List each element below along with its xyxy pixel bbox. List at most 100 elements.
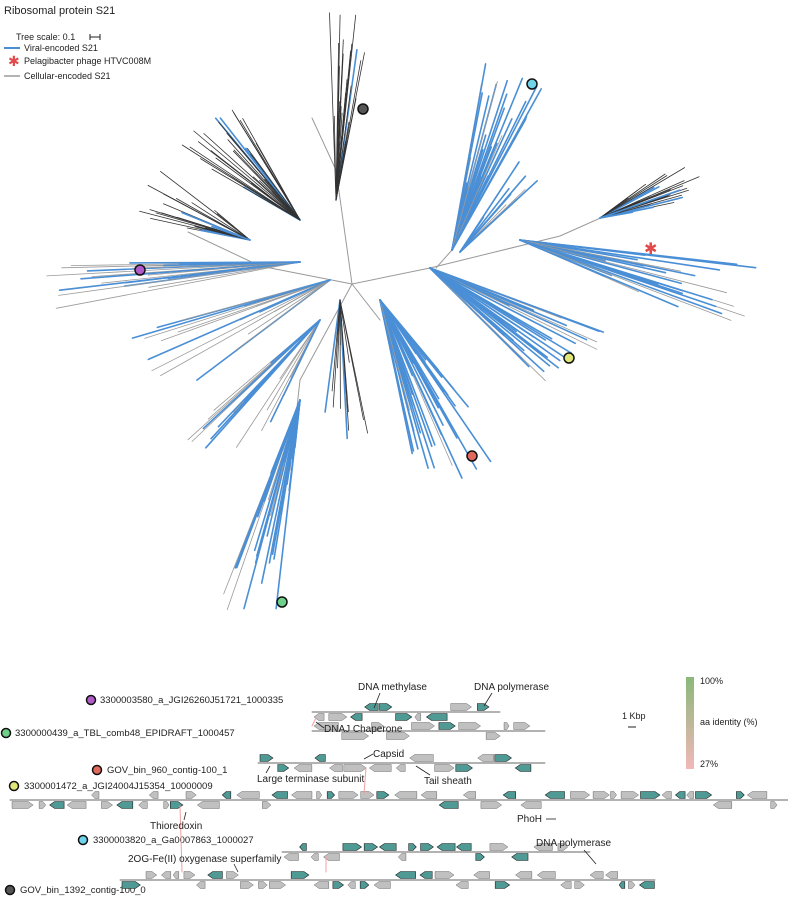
cellular-branch xyxy=(599,180,685,219)
viral-branch xyxy=(276,399,301,463)
viral-branch xyxy=(459,175,527,253)
identity-legend: 100% aa identity (%) 27% xyxy=(686,676,758,769)
viral-branch xyxy=(519,239,721,271)
viral-branch xyxy=(429,267,505,337)
homolog-gene-arrow xyxy=(363,843,379,851)
homolog-gene-arrow xyxy=(395,713,413,721)
cellular-branch xyxy=(247,279,331,335)
homolog-gene-arrow xyxy=(438,801,459,809)
tree-trunk-9 xyxy=(351,283,381,321)
homolog-gene-arrow xyxy=(314,754,326,762)
cellular-branch xyxy=(333,115,337,201)
homolog-gene-arrow xyxy=(455,764,473,772)
homolog-gene-arrow xyxy=(638,881,655,889)
cellular-branch xyxy=(148,261,301,288)
contig-labels: 3300003580_a_JGI26260J51721_1000335 3300… xyxy=(0,694,283,896)
gene-arrow xyxy=(138,801,148,809)
gene-label-dna-methylase: DNA methylase xyxy=(358,682,427,693)
figure-title: Ribosomal protein S21 xyxy=(4,5,115,17)
identity-gradient-bar xyxy=(686,677,694,769)
gene-arrow xyxy=(316,791,322,799)
gene-arrow xyxy=(574,881,585,889)
viral-branch xyxy=(519,239,667,274)
homolog-gene-arrow xyxy=(436,843,456,851)
contig-label-2: 3300000439_a_TBL_comb48_EPIDRAFT_1000457 xyxy=(0,727,235,739)
homolog-gene-arrow xyxy=(475,853,485,861)
contig-marker-red xyxy=(91,764,103,776)
viral-branch xyxy=(519,239,606,277)
cellular-branch xyxy=(147,184,251,241)
cellular-branch xyxy=(335,142,347,201)
viral-branch xyxy=(379,299,469,408)
gene-arrow xyxy=(605,871,618,879)
cellular-branch xyxy=(599,176,700,219)
gene-arrow xyxy=(197,801,220,809)
viral-branch xyxy=(519,239,757,269)
homolog-gene-arrow xyxy=(290,871,310,879)
gene-label-thioredoxin: Thioredoxin xyxy=(150,821,202,832)
cellular-branch xyxy=(215,157,301,221)
tree-trunk-4 xyxy=(311,117,337,171)
cellular-branch xyxy=(335,97,342,201)
cellular-branch xyxy=(147,261,301,276)
gene-arrow xyxy=(434,871,455,879)
homolog-gene-arrow xyxy=(359,881,370,889)
cellular-branch xyxy=(210,150,301,221)
tree-trunk-3 xyxy=(335,169,353,285)
tree-trunk-0 xyxy=(351,267,431,285)
gene-arrow xyxy=(163,801,170,809)
tree-marker-purple xyxy=(134,264,146,276)
viral-branch xyxy=(260,399,301,584)
viral-branch xyxy=(451,134,487,251)
gene-arrow xyxy=(450,703,472,711)
homolog-gene-arrow xyxy=(332,881,345,889)
cellular-branch xyxy=(211,168,301,221)
homolog-gene-arrow xyxy=(494,881,511,889)
gene-arrow xyxy=(185,791,197,799)
viral-branch xyxy=(429,267,573,354)
leader-thioredoxin xyxy=(183,811,187,821)
identity-max-label: 100% xyxy=(700,676,723,686)
homolog-gene-arrow xyxy=(514,764,532,772)
genome-track-4 xyxy=(9,791,788,809)
viral-branch xyxy=(519,239,713,301)
gene-arrow xyxy=(373,881,391,889)
viral-branch xyxy=(429,267,549,359)
gene-arrow xyxy=(236,791,260,799)
cellular-branch xyxy=(175,198,251,241)
gene-arrow xyxy=(434,764,455,772)
homolog-gene-arrow xyxy=(420,843,434,851)
leader-tail-sheath xyxy=(415,765,431,776)
gene-arrow xyxy=(313,881,329,889)
leader-2og-fe xyxy=(233,863,239,873)
homolog-gene-arrow xyxy=(326,791,336,799)
homolog-gene-arrow xyxy=(207,871,223,879)
gene-arrow xyxy=(101,801,113,809)
gene-arrow xyxy=(713,801,732,809)
homolog-gene-arrow xyxy=(221,791,232,799)
contig-label-3: GOV_bin_960_contig-100_1 xyxy=(91,764,227,776)
gene-arrow xyxy=(420,791,437,799)
genome-track-2 xyxy=(311,722,546,740)
gene-arrow xyxy=(38,801,46,809)
tree-scale: Tree scale: 0.1 xyxy=(16,32,101,42)
viral-branch xyxy=(379,299,414,455)
cellular-branch xyxy=(249,137,301,221)
gene-label-2og-fe: 2OG-Fe(II) oxygenase superfamily xyxy=(128,854,281,865)
genome-track-1 xyxy=(311,703,501,721)
gene-arrow xyxy=(458,722,481,730)
gene-arrow xyxy=(557,843,569,851)
homolog-gene-arrow xyxy=(170,801,184,809)
cellular-branch xyxy=(266,319,321,411)
gene-arrow xyxy=(394,791,418,799)
cellular-branch xyxy=(46,261,301,277)
homolog-gene-arrow xyxy=(438,722,456,730)
cellular-branch xyxy=(189,146,301,221)
homolog-gene-arrow xyxy=(511,853,529,861)
asterisk-icon: ✱ xyxy=(644,239,657,258)
tree-marker-yellow xyxy=(563,352,575,364)
contig-label-6: GOV_bin_1392_contig-100_0 xyxy=(4,884,146,896)
viral-branch xyxy=(429,267,605,333)
cellular-branch xyxy=(193,130,301,221)
